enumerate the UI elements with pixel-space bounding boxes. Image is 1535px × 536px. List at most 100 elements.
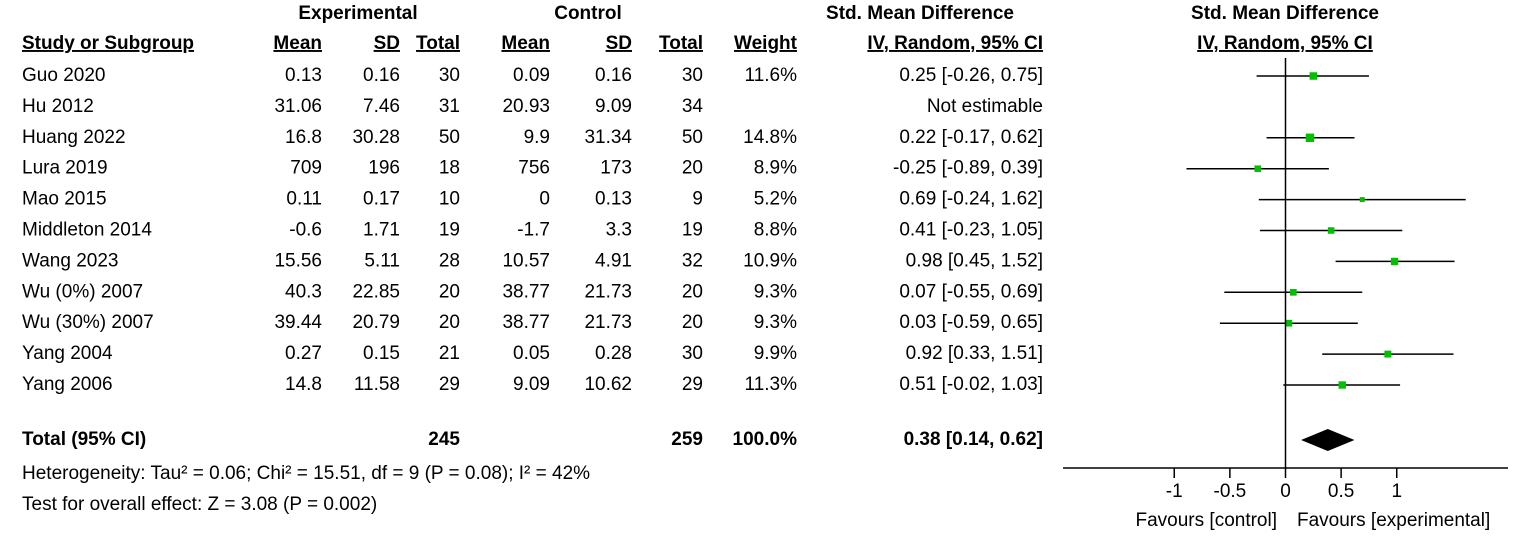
column-header: Mean <box>501 33 550 54</box>
cell: 0.41 [-0.23, 1.05] <box>899 220 1043 241</box>
column-header: SD <box>606 33 632 54</box>
cell: Wu (30%) 2007 <box>22 312 154 333</box>
cell: 5.11 <box>364 250 400 271</box>
cell: 0.03 [-0.59, 0.65] <box>899 312 1043 333</box>
cell: 0.13 <box>285 65 322 86</box>
column-header: Total <box>416 33 460 54</box>
effect-marker <box>1254 165 1261 172</box>
cell: 10.57 <box>502 250 550 271</box>
cell: 20 <box>682 158 703 179</box>
column-header: Study or Subgroup <box>22 33 194 54</box>
summary-diamond <box>1301 429 1355 451</box>
cell: 30 <box>439 65 460 86</box>
group-header: Experimental <box>298 3 417 24</box>
cell: 21.73 <box>584 281 632 302</box>
cell: 0.28 <box>595 343 632 364</box>
cell: Yang 2006 <box>22 374 113 395</box>
total-cell: 259 <box>671 429 703 450</box>
column-header: SD <box>374 33 400 54</box>
cell: 21 <box>439 343 460 364</box>
cell: 0.16 <box>595 65 632 86</box>
overall-effect: Test for overall effect: Z = 3.08 (P = 0… <box>22 494 377 515</box>
total-cell: Total (95% CI) <box>22 429 146 450</box>
total-cell: 0.38 [0.14, 0.62] <box>904 429 1043 450</box>
cell: 38.77 <box>502 281 550 302</box>
cell: 0.05 <box>513 343 550 364</box>
cell: 10.62 <box>584 374 632 395</box>
cell: Wang 2023 <box>22 250 118 271</box>
x-tick-label: 1 <box>1391 481 1402 502</box>
cell: 9.9 <box>524 127 550 148</box>
cell: 50 <box>439 127 460 148</box>
cell: 9 <box>692 189 703 210</box>
x-tick-label: 0 <box>1280 481 1291 502</box>
cell: 31 <box>439 96 460 117</box>
column-header: IV, Random, 95% CI <box>867 33 1043 54</box>
effect-marker <box>1327 227 1335 234</box>
cell: 0.13 <box>595 189 632 210</box>
cell: 10.9% <box>743 250 797 271</box>
cell: 15.56 <box>274 250 322 271</box>
cell: 14.8% <box>743 127 797 148</box>
cell: Mao 2015 <box>22 189 107 210</box>
cell: 0.17 <box>363 189 400 210</box>
cell: 1.71 <box>363 220 400 241</box>
group-header: Std. Mean Difference <box>1191 3 1379 24</box>
cell: 0 <box>539 189 550 210</box>
total-cell: 100.0% <box>733 429 798 450</box>
cell: 11.3% <box>745 374 798 395</box>
cell: 9.09 <box>513 374 550 395</box>
cell: 0.15 <box>363 343 400 364</box>
cell: Yang 2004 <box>22 343 113 364</box>
cell: 20 <box>439 281 460 302</box>
cell: 709 <box>290 158 322 179</box>
cell: 0.09 <box>513 65 550 86</box>
effect-marker <box>1285 319 1293 327</box>
cell: 16.8 <box>285 127 322 148</box>
cell: Not estimable <box>927 96 1043 117</box>
total-cell: 245 <box>428 429 460 450</box>
cell: 18 <box>439 158 460 179</box>
cell: 196 <box>368 158 400 179</box>
cell: 0.92 [0.33, 1.51] <box>906 343 1043 364</box>
cell: 30.28 <box>352 127 400 148</box>
cell: -0.6 <box>289 220 322 241</box>
cell: 29 <box>439 374 460 395</box>
cell: 29 <box>682 374 703 395</box>
column-header: Mean <box>273 33 322 54</box>
heterogeneity: Heterogeneity: Tau² = 0.06; Chi² = 15.51… <box>22 463 590 484</box>
cell: 0.69 [-0.24, 1.62] <box>899 189 1043 210</box>
cell: Hu 2012 <box>22 96 94 117</box>
cell: Middleton 2014 <box>22 220 152 241</box>
cell: 28 <box>439 250 460 271</box>
cell: 173 <box>600 158 632 179</box>
column-header: Total <box>659 33 703 54</box>
cell: 31.06 <box>274 96 322 117</box>
effect-marker <box>1384 350 1392 358</box>
x-tick-label: -1 <box>1166 481 1183 502</box>
cell: 5.2% <box>754 189 797 210</box>
cell: 20.79 <box>352 312 400 333</box>
cell: Guo 2020 <box>22 65 105 86</box>
effect-marker <box>1289 288 1297 296</box>
cell: 20 <box>439 312 460 333</box>
cell: 30 <box>682 343 703 364</box>
cell: Lura 2019 <box>22 158 108 179</box>
group-header: Control <box>554 3 622 24</box>
cell: 11.58 <box>354 374 400 395</box>
cell: 38.77 <box>502 312 550 333</box>
cell: 11.6% <box>745 65 798 86</box>
cell: 4.91 <box>595 250 632 271</box>
cell: 32 <box>682 250 703 271</box>
effect-marker <box>1309 72 1318 80</box>
cell: Huang 2022 <box>22 127 126 148</box>
effect-marker <box>1359 197 1365 203</box>
cell: 14.8 <box>285 374 322 395</box>
cell: 20 <box>682 281 703 302</box>
cell: 9.9% <box>754 343 797 364</box>
cell: 0.98 [0.45, 1.52] <box>906 250 1043 271</box>
x-tick-label: 0.5 <box>1328 481 1354 502</box>
favours-label: Favours [control] <box>1136 510 1278 531</box>
cell: 0.07 [-0.55, 0.69] <box>899 281 1043 302</box>
cell: 9.3% <box>754 281 797 302</box>
